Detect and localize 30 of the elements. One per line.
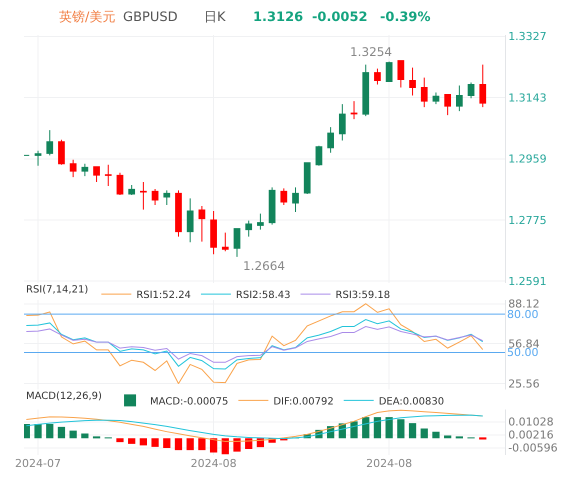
y-tick-label: 25.56	[508, 378, 540, 390]
y-tick-label: 1.2591	[508, 275, 547, 288]
chart-title: 英镑/美元	[59, 9, 116, 25]
legend-title: RSI(7,14,21)	[26, 284, 88, 296]
y-tick-label: 88.12	[508, 298, 540, 311]
text: 1.3126	[253, 10, 304, 25]
text: -0.39%	[380, 10, 430, 25]
legend-label: DIF:0.00792	[273, 396, 334, 408]
legend-label: DEA:0.00830	[378, 396, 444, 408]
legend-label: RSI3:59.18	[336, 290, 390, 302]
x-tick-label: 2024-07	[15, 457, 62, 470]
x-tick-label: 2024-08	[190, 457, 237, 470]
legend-title: MACD(12,26,9)	[26, 390, 102, 402]
y-tick-label: 1.3143	[508, 91, 547, 104]
y-tick-label: 1.2959	[508, 152, 547, 166]
ref-line-label: 80.00	[507, 308, 538, 321]
annotation: 1.2664	[243, 259, 285, 273]
y-tick-label: 1.2775	[508, 214, 547, 227]
x-tick-label: 2024-08	[366, 457, 412, 470]
text: 日K	[204, 10, 226, 25]
legend-label: RSI2:58.43	[236, 290, 291, 302]
y-tick-label: -0.00596	[508, 442, 558, 455]
legend-label: MACD:-0.00075	[150, 396, 228, 408]
legend-label: RSI1:52.24	[136, 290, 191, 302]
y-tick-label: 0.01028	[508, 416, 554, 429]
annotation: 1.3254	[350, 45, 392, 59]
y-tick-label: 0.00216	[508, 428, 554, 442]
text: -0.0052	[312, 10, 368, 25]
y-tick-label: 1.3327	[508, 30, 547, 44]
chart-subtitle: GBPUSD	[123, 10, 178, 25]
